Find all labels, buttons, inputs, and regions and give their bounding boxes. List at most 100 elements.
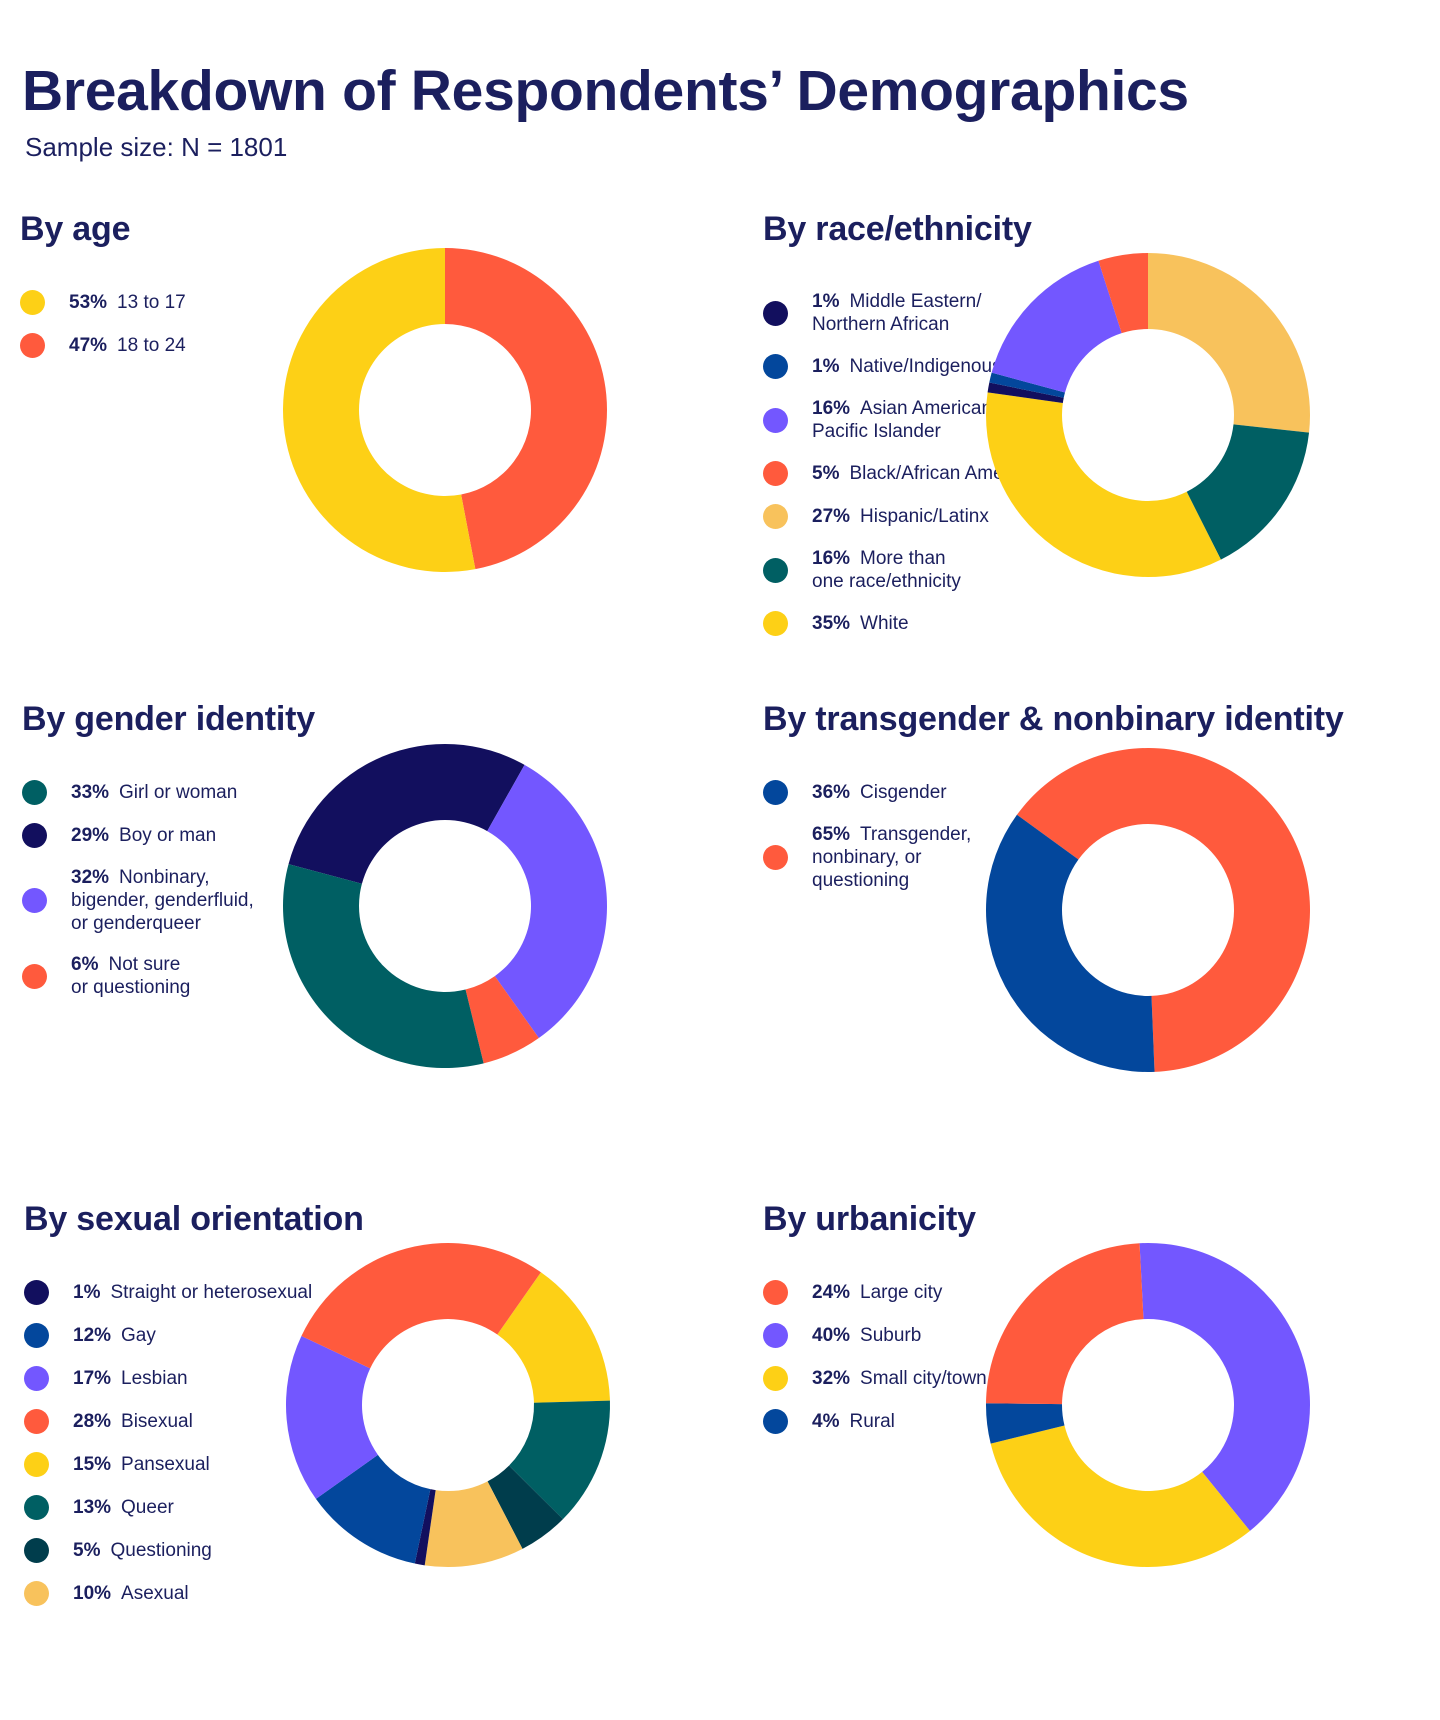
panel-gender: By gender identity 33% Girl or woman 29% Bo… <box>22 700 742 1220</box>
donut-chart <box>282 248 607 572</box>
legend-item: 6% Not sure or questioning <box>22 953 254 999</box>
legend-label: Middle Eastern/ Northern African <box>812 291 982 335</box>
legend: 33% Girl or woman 29% Boy or man 32% Nonbinar… <box>22 780 254 1017</box>
legend-swatch <box>763 611 788 636</box>
legend-label: Rural <box>849 1411 895 1432</box>
legend-percent: 16% <box>812 548 851 569</box>
legend-item: 12% Gay <box>24 1323 312 1348</box>
legend-text: 16% Asian American/ Pacific Islander <box>812 397 997 443</box>
donut-slice <box>1016 748 1310 1072</box>
legend-label: Pansexual <box>121 1454 210 1475</box>
legend-item: 24% Large city <box>763 1280 987 1305</box>
legend: 36% Cisgender 65% Transgender, nonbinary, o… <box>763 780 971 910</box>
legend-percent: 15% <box>73 1454 112 1475</box>
sample-size: Sample size: N = 1801 <box>25 132 288 162</box>
panel-title: By age <box>20 210 131 248</box>
legend-percent: 29% <box>71 825 110 846</box>
donut-slice <box>497 1272 610 1403</box>
legend-text: 1% Native/Indigenous <box>812 355 1002 378</box>
legend-label: Not sure or questioning <box>71 954 191 998</box>
legend-label: Hispanic/Latinx <box>860 506 989 527</box>
donut-slice <box>991 260 1122 393</box>
legend-text: 28% Bisexual <box>73 1410 193 1433</box>
legend-label: 18 to 24 <box>117 335 186 356</box>
legend-percent: 32% <box>71 867 110 888</box>
legend-swatch <box>763 354 788 379</box>
legend-text: 53% 13 to 17 <box>69 291 186 314</box>
legend-swatch <box>24 1495 49 1520</box>
legend-swatch <box>763 845 788 870</box>
donut-slice <box>986 392 1221 577</box>
legend-swatch <box>763 1280 788 1305</box>
donut-slice <box>1148 253 1310 433</box>
legend-swatch <box>22 963 47 989</box>
legend-item: 16% More than one race/ethnicity <box>763 547 1045 593</box>
donut-slice <box>990 1425 1250 1567</box>
legend-text: 1% Straight or heterosexual <box>73 1281 312 1304</box>
donut-slice <box>286 1336 378 1499</box>
legend-swatch <box>24 1366 49 1391</box>
legend-text: 33% Girl or woman <box>71 781 237 804</box>
legend-item: 1% Straight or heterosexual <box>24 1280 312 1305</box>
legend-swatch <box>763 1409 788 1434</box>
legend-text: 40% Suburb <box>812 1324 921 1347</box>
legend-percent: 5% <box>812 463 840 484</box>
legend-text: 27% Hispanic/Latinx <box>812 505 989 528</box>
panel-title: By sexual orientation <box>24 1200 364 1238</box>
legend-percent: 17% <box>73 1368 112 1389</box>
legend-label: Boy or man <box>119 825 217 846</box>
legend-item: 1% Native/Indigenous <box>763 354 1045 379</box>
legend-percent: 6% <box>71 954 99 975</box>
legend-percent: 1% <box>73 1282 101 1303</box>
donut-slice <box>987 382 1064 404</box>
legend-percent: 33% <box>71 782 110 803</box>
legend-text: 5% Questioning <box>73 1539 212 1562</box>
legend-swatch <box>22 780 47 805</box>
legend-percent: 12% <box>73 1325 112 1346</box>
donut-slice <box>1098 253 1148 334</box>
legend: 1% Middle Eastern/ Northern African 1% Nati… <box>763 290 1045 654</box>
legend-swatch <box>763 1366 788 1391</box>
legend-text: 32% Nonbinary, bigender, genderfluid, or … <box>71 866 254 935</box>
legend-percent: 47% <box>69 335 108 356</box>
legend-swatch <box>763 461 788 486</box>
legend-item: 28% Bisexual <box>24 1409 312 1434</box>
legend-label: Cisgender <box>860 782 947 803</box>
donut-slice <box>1139 1243 1310 1531</box>
legend-swatch <box>763 557 788 583</box>
legend-text: 4% Rural <box>812 1410 895 1433</box>
legend-text: 35% White <box>812 612 909 635</box>
legend-text: 24% Large city <box>812 1281 942 1304</box>
legend-percent: 13% <box>73 1497 112 1518</box>
panel-orientation: By sexual orientation 1% Straight or hete… <box>24 1200 744 1720</box>
donut-slice <box>424 1481 523 1567</box>
panel-trans: By transgender & nonbinary identity 36% C… <box>763 700 1440 1220</box>
donut-slice <box>487 764 607 1039</box>
panel-race: By race/ethnicity 1% Middle Eastern/ Nort… <box>763 210 1440 730</box>
legend-item: 17% Lesbian <box>24 1366 312 1391</box>
legend-swatch <box>20 333 45 358</box>
legend-text: 32% Small city/town <box>812 1367 987 1390</box>
legend-item: 29% Boy or man <box>22 823 254 848</box>
legend-text: 16% More than one race/ethnicity <box>812 547 961 593</box>
legend-item: 35% White <box>763 611 1045 636</box>
panel-title: By race/ethnicity <box>763 210 1032 248</box>
legend-percent: 28% <box>73 1411 112 1432</box>
legend-swatch <box>22 823 47 848</box>
panel-urbanicity: By urbanicity 24% Large city 40% Suburb 32% S… <box>763 1200 1440 1720</box>
donut-slice <box>986 1243 1144 1405</box>
legend-swatch <box>763 1323 788 1348</box>
legend-percent: 36% <box>812 782 851 803</box>
legend-item: 1% Middle Eastern/ Northern African <box>763 290 1045 336</box>
legend-text: 1% Middle Eastern/ Northern African <box>812 290 981 336</box>
legend-swatch <box>22 888 47 913</box>
donut-chart <box>986 748 1310 1072</box>
legend-text: 65% Transgender, nonbinary, or questionin… <box>812 823 971 892</box>
legend-percent: 4% <box>812 1411 840 1432</box>
legend-label: Small city/town <box>860 1368 987 1389</box>
legend-item: 40% Suburb <box>763 1323 987 1348</box>
legend-swatch <box>24 1538 49 1563</box>
legend-text: 10% Asexual <box>73 1582 189 1605</box>
donut-chart <box>282 744 607 1068</box>
legend-text: 47% 18 to 24 <box>69 334 186 357</box>
